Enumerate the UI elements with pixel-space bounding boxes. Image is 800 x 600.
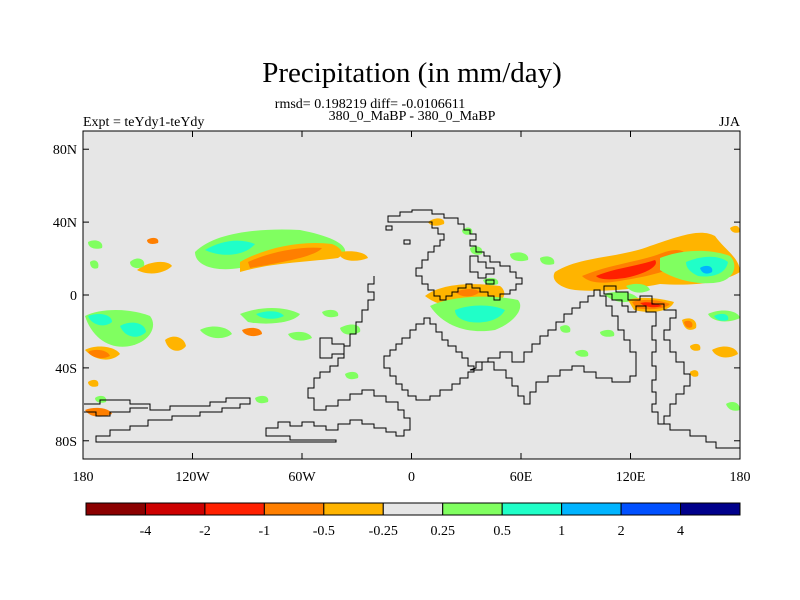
coastline-arabia <box>469 255 495 279</box>
x-tick-label: 180 <box>73 470 94 485</box>
coastline-small-block <box>319 337 345 359</box>
coastlines <box>84 209 740 449</box>
colorbar-swatch <box>85 502 146 516</box>
plot-title: Precipitation (in mm/day) <box>262 57 562 89</box>
colorbar-swatch <box>442 502 503 516</box>
experiment-label: Expt = teYdy1-teYdy <box>83 115 204 130</box>
coastline-inland-sea <box>403 239 411 245</box>
coastline-island-b <box>485 279 495 285</box>
colorbar-swatch <box>620 502 682 516</box>
colorbar: -4 -2 -1 -0.5 -0.25 0.25 0.5 1 2 4 <box>85 502 741 539</box>
colorbar-label: -2 <box>199 524 211 539</box>
stats-line: rmsd= 0.198219 diff= -0.0106611 <box>275 97 465 112</box>
season-label: JJA <box>719 115 741 130</box>
colorbar-label: 4 <box>677 524 684 539</box>
coastline-gondwana <box>84 276 411 443</box>
colorbar-swatch <box>501 502 563 516</box>
y-tick-label: 40N <box>53 216 77 231</box>
anomaly-equatorial-africa <box>425 277 521 332</box>
colorbar-label: -1 <box>259 524 271 539</box>
contour-fills <box>85 218 740 417</box>
x-tick-label: 120W <box>175 470 210 485</box>
colorbar-label: 1 <box>558 524 565 539</box>
coastline-indochina <box>603 285 691 425</box>
case-line: 380_0_MaBP - 380_0_MaBP <box>329 109 496 124</box>
x-tick-label: 0 <box>408 470 415 485</box>
colorbar-label: 0.25 <box>430 524 455 539</box>
coastline-north-africa-eurasia <box>387 209 523 301</box>
y-tick-label: 80S <box>55 435 77 450</box>
y-tick-label: 0 <box>70 289 77 304</box>
x-tick-label: 120E <box>616 470 646 485</box>
anomaly-western-pacific <box>553 232 740 312</box>
axis-ticks: 180 120W 60W 0 60E 120E 180 80N 40N 0 40S 80S <box>53 131 751 485</box>
coastline-east-gondwana <box>469 289 637 405</box>
map-panel: 180 120W 60W 0 60E 120E 180 80N 40N 0 40S 80S <box>53 130 751 485</box>
colorbar-swatch <box>144 502 206 516</box>
y-tick-label: 80N <box>53 143 77 158</box>
anomaly-small-patches <box>85 218 740 417</box>
x-tick-label: 180 <box>730 470 751 485</box>
colorbar-swatch <box>263 502 325 516</box>
y-tick-label: 40S <box>55 362 77 377</box>
coastline-south-atlantic <box>383 317 475 401</box>
anomaly-north-pacific <box>195 229 368 272</box>
colorbar-label: 2 <box>618 524 625 539</box>
colorbar-label: -0.25 <box>369 524 398 539</box>
colorbar-label: -4 <box>140 524 152 539</box>
colorbar-label: 0.5 <box>493 524 511 539</box>
colorbar-label: -0.5 <box>313 524 335 539</box>
colorbar-swatch <box>680 502 741 516</box>
colorbar-swatch <box>382 502 444 516</box>
colorbar-swatch <box>561 502 622 516</box>
colorbar-swatch <box>323 502 384 516</box>
coastline-island-a <box>385 225 393 231</box>
map-background <box>83 131 740 459</box>
x-tick-label: 60W <box>288 470 316 485</box>
anomaly-south-pacific <box>85 308 339 387</box>
coastline-antarctic-east <box>658 423 740 449</box>
x-tick-label: 60E <box>510 470 533 485</box>
colorbar-swatch <box>204 502 265 516</box>
coastline-antarctic-edge <box>84 407 148 417</box>
